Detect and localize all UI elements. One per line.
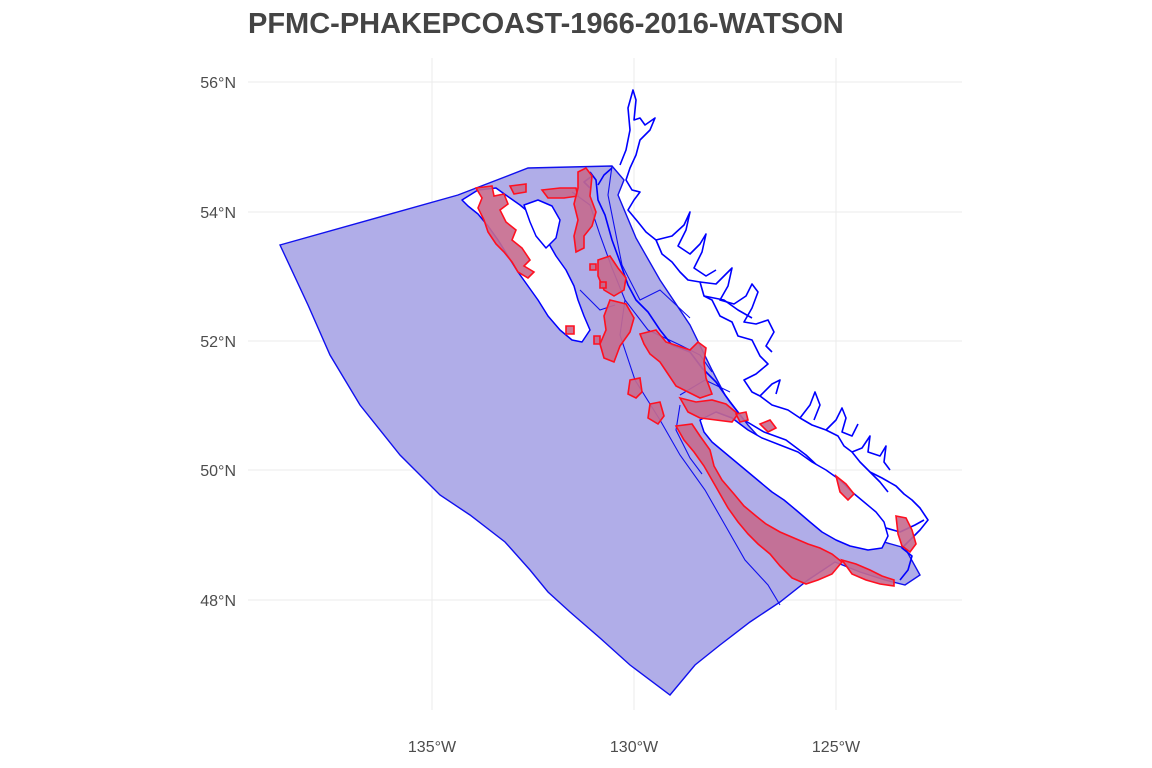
y-tick-48: 48°N [200,593,236,610]
vancouver-island [699,411,889,551]
sample-areas [474,166,917,587]
sample-area-west-vi [674,423,844,585]
sample-area-qcs [599,299,635,364]
sample-area-goletas [678,396,740,423]
sample-area-georgia [834,473,917,554]
y-tick-52: 52°N [200,334,236,351]
sample-area-qcs-east [638,329,714,399]
sample-area-juan-de-fuca [840,558,895,587]
y-axis-labels: 56°N 54°N 52°N 50°N 48°N [200,75,236,610]
sample-area-north-haida [474,185,536,280]
y-tick-54: 54°N [200,205,236,222]
x-tick-130w: 130°W [610,739,659,756]
coastline [583,89,929,581]
y-tick-50: 50°N [200,463,236,480]
management-region [279,165,921,696]
sample-area-mid-islands [565,325,665,426]
y-tick-56: 56°N [200,75,236,92]
sample-area-sound [589,263,778,433]
graham-island-inlet [523,199,561,249]
x-tick-135w: 135°W [408,739,457,756]
x-axis-labels: 135°W 130°W 125°W [408,739,861,756]
x-tick-125w: 125°W [812,739,861,756]
sample-area-hecate-north [573,166,597,254]
map-title: PFMC-PHAKEPCOAST-1966-2016-WATSON [248,8,844,40]
